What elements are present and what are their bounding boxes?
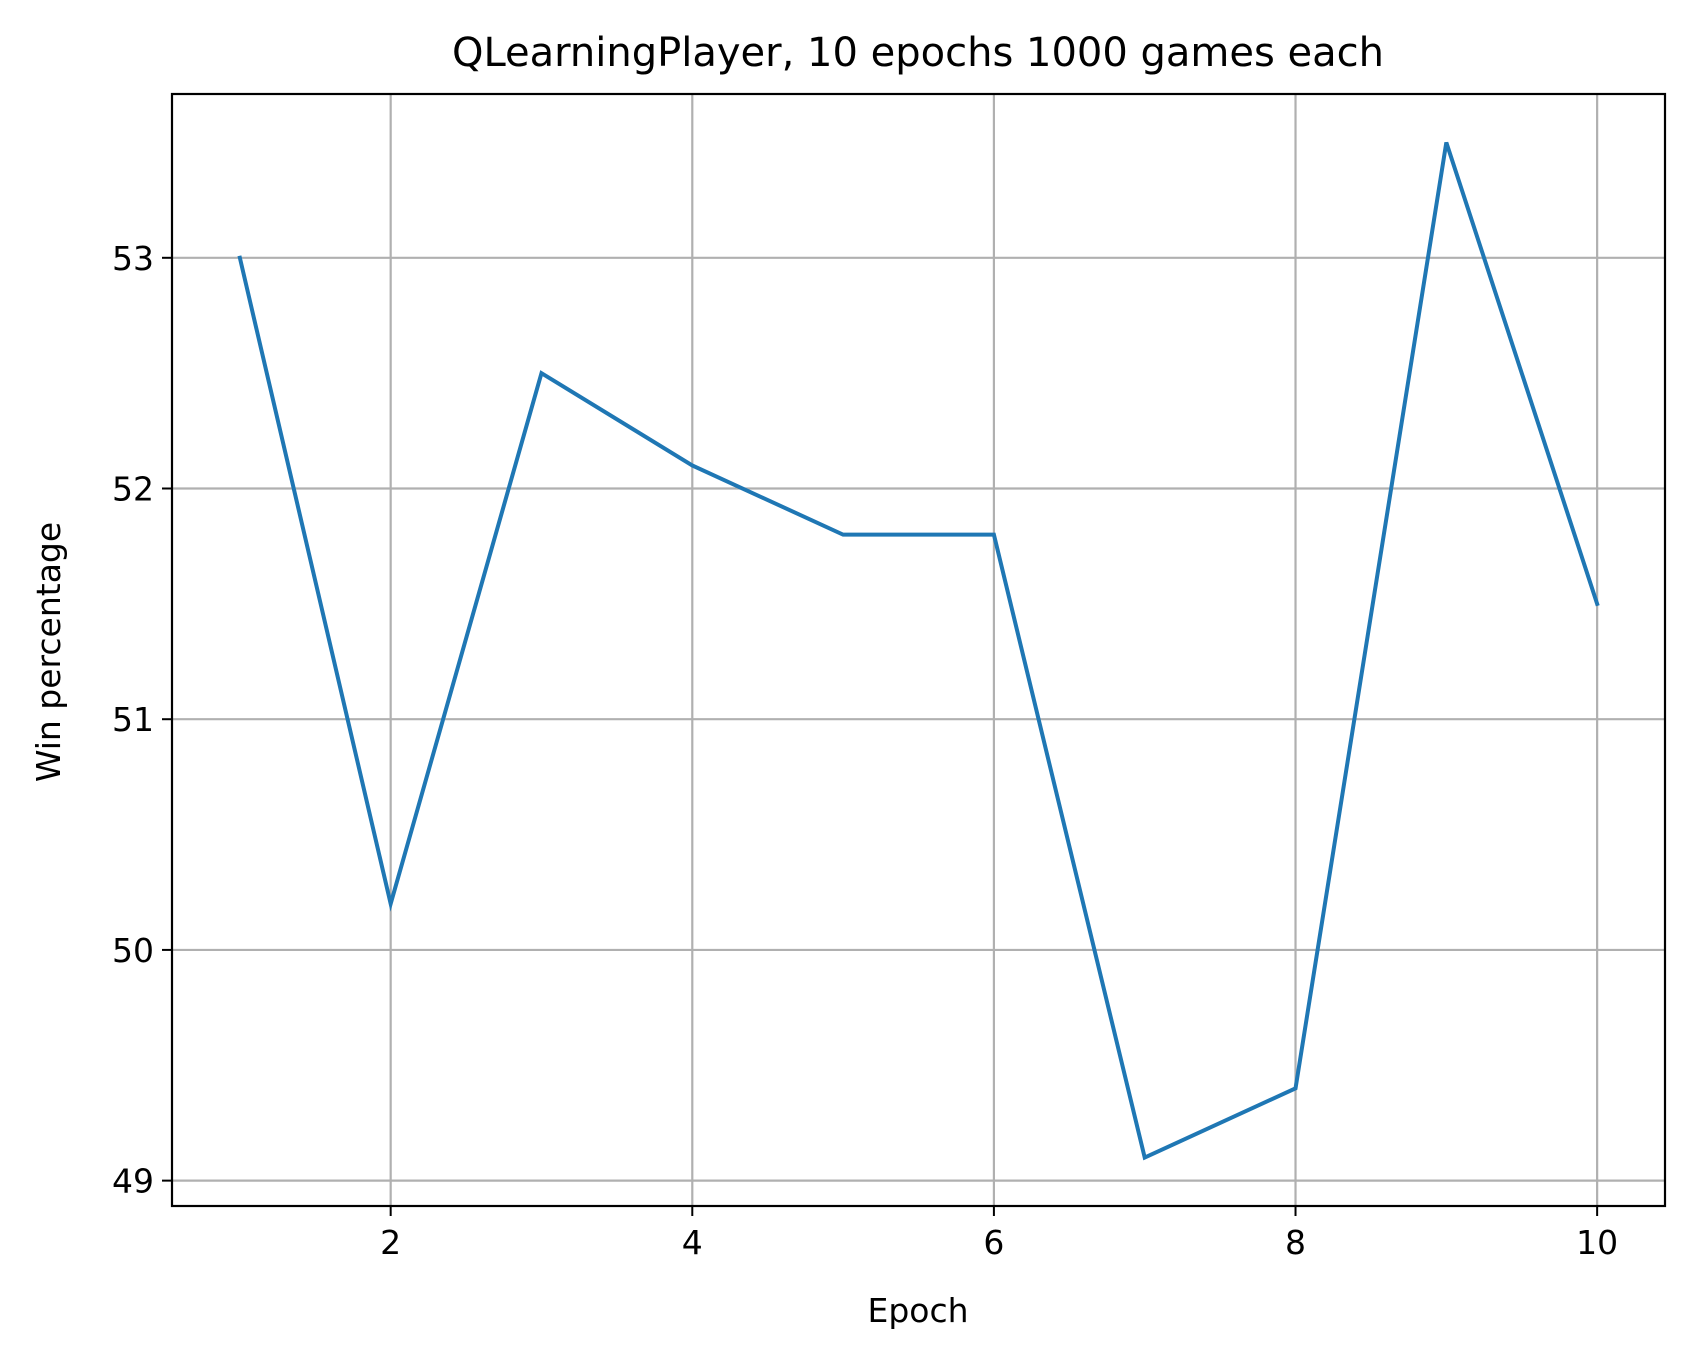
- data-point: [238, 256, 242, 260]
- x-tick-label: 6: [983, 1223, 1004, 1262]
- x-tick-label: 2: [380, 1223, 401, 1262]
- data-point: [389, 902, 393, 906]
- y-tick-label: 49: [112, 1162, 154, 1201]
- x-tick-label: 10: [1576, 1223, 1618, 1262]
- data-point: [539, 371, 543, 375]
- data-point: [841, 533, 845, 537]
- data-point: [690, 463, 694, 467]
- series-layer: [237, 140, 1600, 1161]
- y-tick-label: 52: [112, 470, 154, 509]
- data-point: [1143, 1156, 1147, 1160]
- x-tick-label: 4: [682, 1223, 703, 1262]
- y-tick-label: 50: [112, 931, 154, 970]
- y-tick-label: 53: [112, 239, 154, 278]
- plot-area-frame: [170, 92, 1667, 1208]
- chart-title: QLearningPlayer, 10 epochs 1000 games ea…: [452, 30, 1384, 76]
- data-point: [1595, 602, 1599, 606]
- data-point: [992, 533, 996, 537]
- data-point: [1294, 1086, 1298, 1090]
- y-axis-label: Win percentage: [29, 522, 68, 782]
- series-line: [237, 141, 1600, 1161]
- x-tick-label: 8: [1285, 1223, 1306, 1262]
- x-axis-label: Epoch: [867, 1291, 968, 1330]
- y-tick-label: 51: [112, 700, 154, 739]
- axis-ticks: 2 4 6 8 10 49 50 51 52 53: [112, 239, 1618, 1262]
- data-point: [1444, 140, 1448, 144]
- grid: [172, 94, 1665, 1206]
